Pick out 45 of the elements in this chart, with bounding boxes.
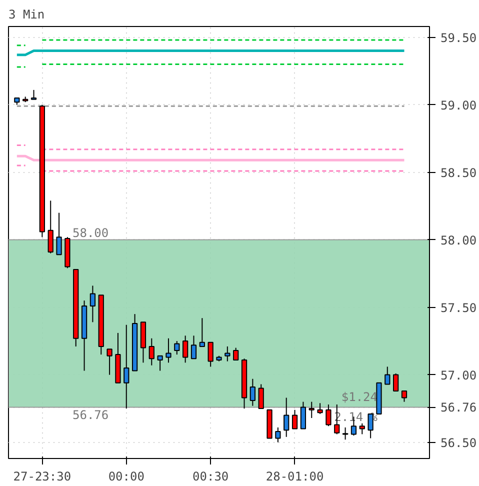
candlestick — [275, 426, 281, 443]
candlestick — [317, 402, 323, 414]
y-tick-label: 56.50 — [440, 436, 477, 450]
candlestick — [258, 384, 264, 410]
candlestick — [401, 390, 408, 402]
candlestick — [384, 366, 390, 385]
candlestick — [48, 200, 54, 254]
candlestick — [190, 335, 197, 360]
candlestick — [393, 372, 399, 392]
candlestick — [342, 426, 348, 440]
y-tick-label: 56.76 — [440, 400, 477, 415]
x-tick-label: 00:00 — [108, 470, 144, 484]
candlestick — [292, 409, 298, 430]
candlestick — [326, 404, 332, 427]
y-tick-label: 57.00 — [440, 368, 477, 382]
candlestick — [106, 348, 112, 376]
candlestick — [300, 401, 306, 430]
x-tick-label: 27-23:30 — [13, 470, 72, 484]
candlestick — [124, 324, 130, 410]
candlestick — [308, 401, 314, 418]
candlestick — [90, 285, 96, 323]
candlestick — [359, 422, 365, 435]
x-tick-label: 28-01:00 — [266, 470, 324, 484]
candlestick — [56, 212, 62, 256]
candlestick — [250, 378, 256, 406]
y-tick-label: 59.00 — [440, 98, 477, 112]
candlestick — [208, 342, 214, 368]
y-tick-label: 58.00 — [440, 233, 477, 248]
candlestick — [182, 335, 188, 364]
x-tick-label: 00:30 — [192, 470, 229, 484]
candlestick — [148, 338, 154, 366]
candlestick — [166, 338, 172, 364]
y-tick-label: 58.50 — [440, 166, 477, 180]
candlestick — [30, 89, 37, 100]
candlestick — [233, 347, 239, 360]
candlestick — [157, 355, 163, 372]
y-tick-label: 57.50 — [440, 300, 477, 315]
candlestick — [199, 318, 205, 347]
chart-title: 3 Min — [8, 8, 45, 22]
candlestick — [174, 340, 180, 356]
annotation: 58.00 — [72, 226, 109, 240]
candlestick — [284, 397, 290, 438]
y-tick-label: 59.50 — [440, 30, 477, 45]
candlestick — [224, 346, 230, 362]
annotation: 56.76 — [72, 408, 109, 422]
